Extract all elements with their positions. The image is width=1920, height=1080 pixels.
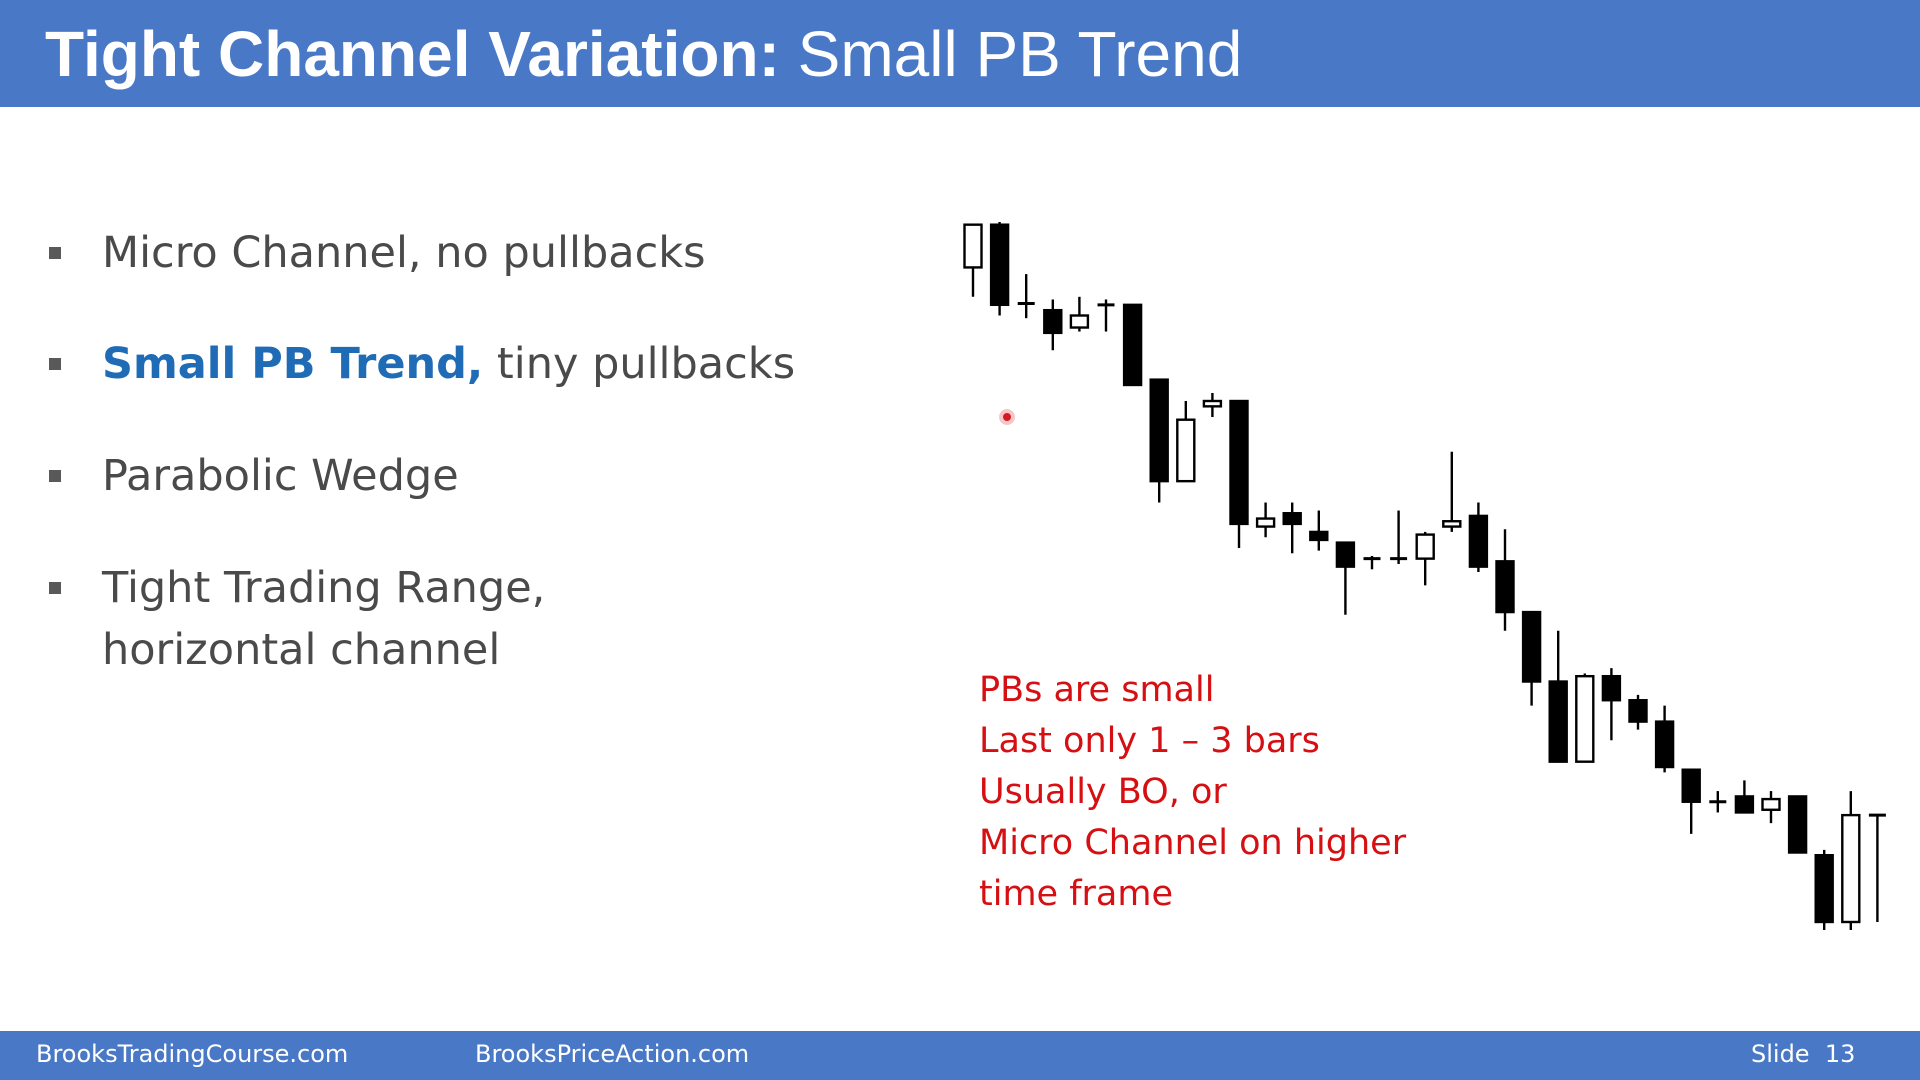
candle — [1601, 668, 1622, 741]
candle — [989, 222, 1010, 316]
candle — [1255, 502, 1276, 538]
candle — [1628, 694, 1648, 730]
title-bar — [0, 0, 1920, 107]
slide-number-value: 13 — [1824, 1040, 1856, 1068]
candle-body-bull — [1202, 399, 1223, 408]
bullet-item-tight-trading-range-line2: horizontal channel — [102, 619, 500, 681]
candle — [1229, 399, 1249, 548]
candle — [1415, 531, 1435, 586]
candle — [1017, 274, 1035, 319]
candle-body-bear — [1043, 308, 1063, 335]
candle-body-bear — [1309, 530, 1329, 542]
candle-body-bear — [1229, 399, 1249, 526]
candle — [1681, 768, 1701, 834]
bullet-marker — [49, 582, 61, 594]
note-line: Usually BO, or — [979, 772, 1227, 812]
bullet-text: horizontal channel — [102, 625, 501, 675]
bullet-highlight: Small PB Trend, — [102, 339, 484, 389]
candle — [1309, 510, 1329, 551]
footer-bar — [0, 1031, 1920, 1080]
bullet-item-tight-trading-range: Tight Trading Range, — [102, 557, 545, 619]
bullet-item-micro-channel: Micro Channel, no pullbacks — [102, 222, 706, 284]
candle-body-bear — [1787, 795, 1808, 854]
candle — [1442, 451, 1462, 532]
candle — [1282, 502, 1302, 554]
bullet-text: Parabolic Wedge — [102, 451, 459, 501]
candle-body-bear — [1335, 541, 1356, 568]
candle — [1734, 780, 1755, 814]
candle — [1841, 791, 1861, 930]
candle-body-bull — [963, 223, 983, 269]
candle-body-bear — [1521, 610, 1542, 683]
candle — [1654, 705, 1675, 773]
candle-body-bear — [1814, 853, 1834, 924]
candle-body-bull — [1841, 813, 1861, 924]
bullet-item-parabolic-wedge: Parabolic Wedge — [102, 445, 459, 507]
candle — [1521, 610, 1542, 706]
candle — [1122, 303, 1143, 387]
candle-body-bear — [1122, 303, 1143, 387]
candle — [1709, 791, 1727, 813]
note-line: Micro Channel on higher — [979, 823, 1407, 863]
candle — [1468, 502, 1489, 572]
candle — [1495, 529, 1515, 631]
note-line: time frame — [979, 874, 1173, 914]
candle — [1363, 555, 1381, 570]
candle-body-bear — [1495, 560, 1515, 614]
candle-body-bull — [1442, 520, 1462, 528]
candle — [1202, 392, 1223, 418]
bullet-marker — [49, 470, 61, 482]
candle — [1149, 378, 1169, 503]
bullet-text: tiny pullbacks — [496, 339, 796, 389]
slide-title-subtitle: Small PB Trend — [797, 18, 1243, 90]
note-line: PBs are small — [979, 670, 1215, 710]
bullet-text: Micro Channel, no pullbacks — [102, 228, 706, 278]
candle — [1761, 791, 1781, 824]
candle — [1575, 673, 1595, 763]
slide-number: Slide 13 — [1751, 1039, 1855, 1069]
candle-body-bear — [989, 223, 1010, 307]
candle-body-bull — [1415, 533, 1435, 560]
candle-body-bull — [1255, 517, 1276, 528]
candle — [1868, 813, 1886, 922]
candle — [1390, 510, 1408, 564]
candle-body-bear — [1734, 795, 1755, 814]
candle — [1548, 630, 1568, 763]
candle-body-bear — [1149, 378, 1169, 483]
bullet-item-small-pb-trend: Small PB Trend, tiny pullbacks — [102, 333, 795, 395]
candle-body-bear — [1282, 512, 1302, 526]
footer-link-brooks-trading-course[interactable]: BrooksTradingCourse.com — [36, 1040, 349, 1068]
candle-body-bull — [1575, 674, 1595, 763]
candle-body-bull — [1761, 797, 1781, 811]
candle — [963, 223, 983, 297]
slide-title: Tight Channel Variation: Small PB Trend — [45, 14, 1242, 94]
candle-body-bear — [1601, 674, 1622, 702]
candle-body-bear — [1681, 768, 1701, 803]
footer-link-brooks-price-action[interactable]: BrooksPriceAction.com — [475, 1040, 750, 1068]
bullet-marker — [49, 247, 61, 259]
note-line: Last only 1 – 3 bars — [979, 721, 1320, 761]
pointer-cursor-icon — [999, 409, 1015, 425]
candle — [1814, 849, 1834, 930]
candle — [1043, 299, 1063, 351]
bullet-text: Tight Trading Range, — [102, 563, 546, 613]
candle — [1069, 296, 1090, 332]
slide-title-bold: Tight Channel Variation: — [45, 18, 780, 90]
candle-body-bear — [1548, 680, 1568, 763]
candle-body-bear — [1654, 720, 1675, 769]
candle-body-bear — [1468, 514, 1489, 568]
annotation-note: PBs are small Last only 1 – 3 bars Usual… — [979, 665, 1406, 920]
candle-body-bull — [1069, 314, 1090, 329]
candle — [1335, 541, 1356, 615]
candle — [1787, 795, 1808, 854]
candle — [1097, 299, 1115, 332]
bullet-marker — [49, 358, 61, 370]
slide-label: Slide — [1751, 1040, 1810, 1068]
candle-body-bull — [1176, 418, 1196, 483]
candle — [1176, 401, 1196, 483]
candle-body-bear — [1628, 699, 1648, 723]
